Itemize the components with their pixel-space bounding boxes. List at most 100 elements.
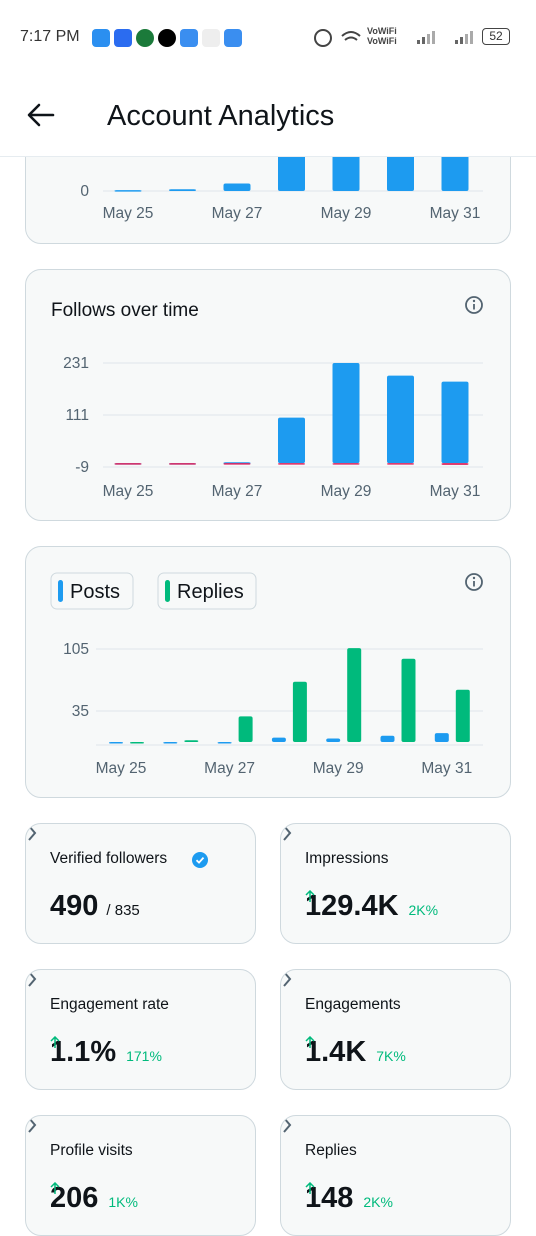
legend-label: Posts	[70, 581, 120, 603]
x-tick-label: May 25	[103, 483, 154, 500]
stat-change: 2K%	[305, 890, 439, 918]
chevron-path	[28, 971, 37, 987]
info-ring	[465, 296, 483, 314]
stat-value: 148 2K%	[305, 1182, 393, 1215]
signal-icons	[417, 31, 473, 44]
bar	[380, 735, 395, 742]
bar	[271, 737, 286, 742]
bar	[332, 363, 360, 464]
arrow-path	[50, 1182, 60, 1194]
system-icons	[314, 29, 361, 47]
change-text: 2K%	[408, 902, 439, 918]
info-ring	[465, 573, 483, 591]
stat-card[interactable]: Engagements 1.4K 7K%	[280, 969, 511, 1090]
change-text: 7K%	[376, 1048, 406, 1064]
x-tick-label: May 31	[430, 483, 481, 500]
x-tick-label: May 31	[421, 760, 472, 777]
bar	[387, 463, 414, 465]
chart-card: Posts Replies 35 105 May 25 May 27 May 29 May 3…	[25, 546, 511, 798]
network-labels: VoWiFi VoWiFi	[367, 26, 397, 46]
y-tick-label: 0	[80, 183, 89, 200]
chart: Posts Replies 35 105 May 25 May 27 May 29 May 3…	[50, 572, 483, 777]
change-text: 1K%	[108, 1194, 138, 1210]
stat-card[interactable]: Verified followers 490 / 835	[25, 823, 256, 944]
bar	[169, 189, 196, 191]
legend-chip	[50, 572, 134, 610]
x-tick-label: May 25	[103, 205, 154, 222]
stat-label: Engagements	[305, 996, 401, 1013]
stat-card[interactable]: Profile visits 206 1K%	[25, 1115, 256, 1236]
bar	[223, 463, 251, 465]
clock: 7:17 PM	[20, 28, 80, 45]
stat-label: Replies	[305, 1142, 357, 1159]
stat-change: 2K%	[305, 1182, 393, 1210]
back-button[interactable]	[26, 102, 56, 128]
page-title: Account Analytics	[107, 100, 335, 132]
x-tick-label: May 29	[321, 205, 372, 222]
stat-card[interactable]: Replies 148 2K%	[280, 1115, 511, 1236]
chart-title: Follows over time	[51, 300, 199, 321]
badge-check	[195, 856, 205, 864]
chevron	[28, 825, 37, 841]
stat-number: 1.4K	[305, 1036, 367, 1068]
bar	[387, 375, 414, 464]
bar	[347, 648, 362, 742]
x-tick-label: May 25	[96, 760, 147, 777]
bar	[332, 463, 360, 465]
stat-label: Impressions	[305, 850, 389, 867]
bar	[238, 716, 253, 742]
bar	[441, 463, 469, 465]
stat-total: / 835	[106, 902, 140, 919]
chart-card: Follows over time -9 111 231 May 25 May 27 May…	[25, 269, 511, 521]
stat-change: 171%	[50, 1036, 162, 1064]
up-arrow	[305, 1182, 315, 1194]
info-button[interactable]	[465, 296, 483, 314]
bar	[434, 733, 449, 742]
legend-swatch	[165, 580, 170, 602]
up-arrow	[50, 1182, 60, 1194]
stat-card[interactable]: Engagement rate 1.1% 171%	[25, 969, 256, 1090]
up-arrow	[305, 1036, 315, 1048]
bar	[130, 742, 144, 744]
chevron	[28, 1117, 37, 1133]
x-tick-label: May 29	[313, 760, 364, 777]
chevron	[283, 971, 292, 987]
chevron-path	[28, 1117, 37, 1133]
bar	[163, 742, 178, 744]
info-dot	[472, 576, 476, 580]
bar	[278, 417, 305, 464]
stat-number: 490	[50, 890, 99, 922]
bar	[184, 740, 199, 742]
legend-label: Replies	[177, 581, 244, 603]
arrow-path	[305, 1182, 315, 1194]
chevron-path	[28, 825, 37, 841]
change-text: 2K%	[363, 1194, 393, 1210]
y-tick-label: 231	[63, 355, 89, 372]
bar	[114, 463, 142, 465]
up-arrow	[50, 1036, 60, 1048]
y-tick-label: 35	[72, 703, 89, 720]
arrow-path	[305, 1036, 315, 1048]
verified-badge	[192, 852, 208, 868]
bar	[455, 689, 470, 742]
x-tick-label: May 27	[204, 760, 255, 777]
stat-card[interactable]: Impressions 129.4K 2K%	[280, 823, 511, 944]
stat-value: 1.1% 171%	[50, 1036, 162, 1069]
stat-label: Profile visits	[50, 1142, 133, 1159]
stat-label: Verified followers	[50, 850, 168, 867]
stat-change: 7K%	[305, 1036, 406, 1064]
info-button[interactable]	[465, 573, 483, 591]
header: Account Analytics	[0, 76, 536, 157]
bar	[109, 742, 123, 744]
bar	[292, 681, 307, 742]
stat-number: 1.1%	[50, 1036, 117, 1068]
chevron	[283, 1117, 292, 1133]
network-label: VoWiFi	[367, 36, 397, 46]
arrow-path	[305, 890, 315, 902]
chevron	[28, 971, 37, 987]
x-tick-label: May 27	[212, 205, 263, 222]
stat-value: 490 / 835	[50, 890, 140, 923]
network-label: VoWiFi	[367, 26, 397, 36]
bar	[217, 742, 232, 744]
y-tick-label: 105	[63, 641, 89, 658]
